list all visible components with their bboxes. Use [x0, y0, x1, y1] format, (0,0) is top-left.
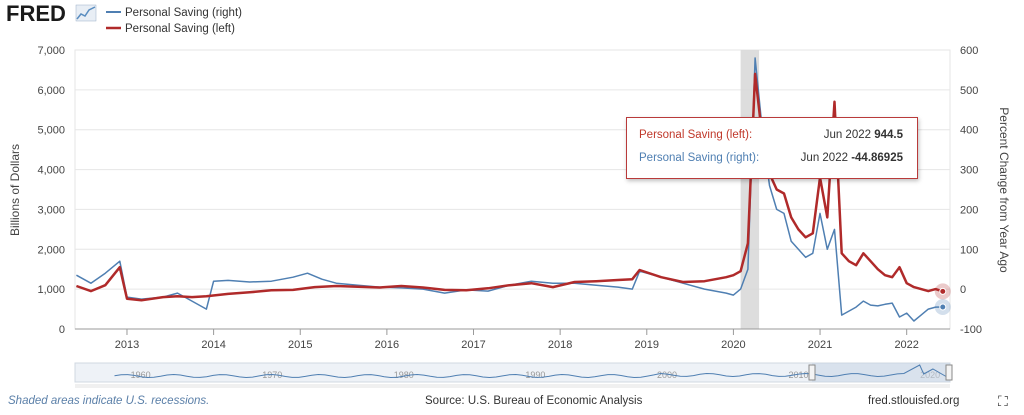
- left-tick-label: 6,000: [37, 85, 65, 97]
- left-tick-label: 4,000: [37, 165, 65, 177]
- source-text: Source: U.S. Bureau of Economic Analysis: [425, 395, 643, 407]
- x-tick-label: 2013: [115, 339, 139, 351]
- x-tick-label: 2018: [548, 339, 572, 351]
- x-axis-ticks: 2013 2014 2015 2016 2017 2018 2019 2020 2021 2022: [115, 329, 919, 351]
- tooltip-left-date: Jun 2022: [823, 129, 872, 141]
- recession-note: Shaded areas indicate U.S. recessions.: [8, 395, 210, 407]
- right-tick-label: 100: [960, 244, 978, 256]
- right-tick-label: 200: [960, 204, 978, 216]
- series-line-right: [76, 57, 943, 322]
- x-tick-label: 2015: [288, 339, 312, 351]
- x-tick-label: 2019: [635, 339, 659, 351]
- hover-marker-point: [939, 287, 947, 295]
- fred-logo-graph-icon: [75, 4, 97, 22]
- series-line-left: [75, 72, 944, 302]
- site-link[interactable]: fred.stlouisfed.org: [868, 395, 960, 407]
- left-axis-title: Billions of Dollars: [8, 144, 22, 236]
- left-tick-label: 5,000: [37, 125, 65, 137]
- tooltip-right-date: Jun 2022: [800, 152, 848, 164]
- hover-marker-point: [939, 303, 947, 311]
- navigator-label: 2000: [657, 370, 677, 380]
- navigator-selection[interactable]: [812, 363, 950, 382]
- x-tick-label: 2017: [461, 339, 485, 351]
- left-tick-label: 2,000: [37, 244, 65, 256]
- left-tick-label: 0: [59, 324, 65, 336]
- fred-logo[interactable]: FRED: [6, 1, 97, 26]
- right-tick-label: 500: [960, 85, 978, 97]
- navigator-scrollbar[interactable]: [75, 384, 950, 388]
- left-tick-label: 3,000: [37, 204, 65, 216]
- range-navigator[interactable]: 1960197019801990200020102020: [74, 362, 953, 388]
- fred-logo-text: FRED: [6, 1, 66, 26]
- left-tick-label: 1,000: [37, 284, 65, 296]
- tooltip-right-value: -44.86925: [851, 152, 903, 164]
- navigator-label: 1990: [525, 370, 545, 380]
- hover-markers: [934, 283, 951, 316]
- right-axis-ticks: -100 0 100 200 300 400 500 600: [960, 45, 982, 336]
- right-axis-title: Percent Change from Year Ago: [997, 107, 1011, 273]
- legend-label-left: Personal Saving (left): [125, 23, 235, 35]
- x-tick-label: 2016: [375, 339, 399, 351]
- tooltip-left-value: 944.5: [874, 129, 903, 141]
- navigator-label: 1980: [394, 370, 414, 380]
- x-tick-label: 2021: [808, 339, 832, 351]
- navigator-series-line: [114, 364, 949, 379]
- tooltip-right-label: Personal Saving (right):: [639, 152, 760, 164]
- series-lines: [75, 57, 944, 322]
- left-axis-ticks: 0 1,000 2,000 3,000 4,000 5,000 6,000 7,000: [37, 45, 65, 336]
- right-tick-label: 300: [960, 165, 978, 177]
- navigator-label: 1960: [131, 370, 151, 380]
- x-tick-label: 2022: [894, 339, 918, 351]
- tooltip-left-label: Personal Saving (left):: [639, 129, 753, 141]
- left-tick-label: 7,000: [37, 45, 65, 57]
- fullscreen-icon[interactable]: ⛶: [998, 393, 1008, 409]
- legend: Personal Saving (right) Personal Saving …: [106, 7, 242, 35]
- x-tick-label: 2014: [201, 339, 225, 351]
- navigator-left-handle[interactable]: [808, 364, 816, 381]
- x-tick-label: 2020: [721, 339, 745, 351]
- navigator-label: 2010: [789, 370, 809, 380]
- right-tick-label: 400: [960, 125, 978, 137]
- right-tick-label: 600: [960, 45, 978, 57]
- right-tick-label: -100: [960, 324, 982, 336]
- right-tick-label: 0: [960, 284, 966, 296]
- legend-label-right: Personal Saving (right): [125, 7, 242, 19]
- tooltip: Personal Saving (left): Jun 2022 944.5 P…: [626, 117, 918, 179]
- navigator-right-handle[interactable]: [945, 364, 953, 381]
